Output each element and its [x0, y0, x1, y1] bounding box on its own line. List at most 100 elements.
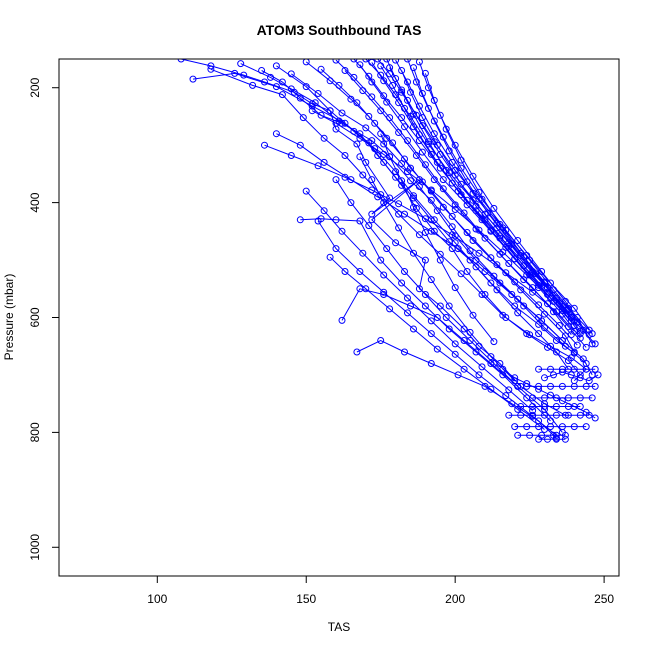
data-point: [585, 377, 593, 385]
data-point: [427, 150, 435, 158]
data-point: [350, 59, 358, 63]
data-point: [335, 81, 343, 89]
data-point: [410, 325, 417, 333]
x-axis-title: TAS: [328, 620, 350, 634]
data-point: [383, 59, 391, 63]
data-point: [356, 134, 364, 142]
data-point: [591, 365, 599, 373]
data-point: [427, 360, 435, 367]
data-point: [332, 245, 340, 253]
data-point: [529, 403, 537, 410]
data-point: [377, 337, 385, 344]
data-point: [380, 288, 388, 296]
data-point: [451, 340, 459, 348]
data-point: [439, 176, 447, 184]
data-point: [412, 152, 420, 159]
data-point: [272, 62, 280, 70]
data-point: [296, 94, 304, 102]
data-point: [558, 423, 566, 431]
data-point: [570, 348, 578, 356]
series-35-line: [276, 133, 563, 341]
data-point: [544, 284, 551, 292]
data-point: [499, 311, 507, 319]
data-point: [407, 88, 414, 96]
data-point: [341, 67, 349, 74]
data-point: [472, 348, 480, 356]
data-point: [451, 284, 459, 292]
data-point: [451, 206, 459, 213]
data-point: [520, 253, 528, 261]
data-point: [517, 286, 525, 294]
data-point: [332, 176, 340, 184]
data-point: [472, 207, 480, 215]
data-point: [564, 403, 572, 410]
data-point: [415, 59, 423, 66]
data-point: [523, 271, 531, 279]
series-11-line: [344, 70, 587, 348]
data-point: [377, 130, 385, 138]
data-point: [287, 152, 295, 159]
data-point: [401, 104, 408, 112]
data-point: [505, 386, 513, 394]
data-point: [278, 78, 286, 86]
data-point: [535, 435, 543, 443]
series-24-line: [418, 61, 584, 331]
data-point: [564, 394, 572, 402]
series-38-line: [502, 368, 596, 419]
data-point: [380, 271, 388, 279]
data-point: [463, 196, 471, 204]
data-point: [436, 164, 444, 172]
data-point: [433, 141, 441, 149]
data-point: [415, 285, 423, 293]
data-point: [398, 279, 406, 287]
data-point: [368, 176, 376, 184]
series-2-line: [192, 72, 587, 382]
data-point: [544, 435, 551, 443]
series-22-line: [407, 59, 593, 345]
data-point: [588, 394, 596, 402]
data-point: [463, 268, 471, 275]
data-point: [457, 156, 465, 164]
data-point: [392, 59, 400, 64]
data-point: [347, 176, 355, 184]
data-point: [487, 360, 495, 367]
series-29-line: [305, 190, 533, 411]
data-point: [389, 81, 397, 89]
data-point: [496, 232, 504, 240]
series-6-line: [276, 65, 569, 370]
data-point: [475, 226, 483, 234]
data-point: [460, 337, 468, 344]
data-point: [469, 237, 477, 244]
data-point: [347, 199, 355, 207]
data-point: [371, 145, 379, 153]
data-point: [398, 67, 406, 74]
x-tick-label: 150: [296, 592, 316, 606]
data-point: [582, 365, 590, 373]
data-point: [424, 138, 432, 146]
data-point: [487, 353, 495, 361]
data-point: [561, 431, 569, 439]
data-point: [570, 423, 578, 431]
data-point: [481, 382, 489, 390]
data-point: [359, 249, 367, 257]
data-point: [407, 177, 414, 185]
data-point: [502, 392, 510, 400]
data-point: [338, 109, 346, 117]
series-27-line: [359, 156, 516, 382]
data-point: [442, 166, 450, 174]
data-point: [520, 262, 528, 270]
y-axis: 200 400 600 800 1000: [28, 77, 60, 561]
data-point: [451, 171, 459, 179]
data-point: [576, 334, 584, 342]
data-point: [585, 411, 593, 419]
data-point: [237, 60, 245, 68]
data-point: [451, 201, 459, 209]
data-point: [547, 423, 554, 431]
y-tick-label: 400: [28, 192, 42, 212]
data-point: [547, 382, 554, 390]
data-point: [401, 268, 408, 275]
data-point: [421, 302, 429, 310]
data-point: [421, 69, 429, 77]
data-point: [550, 371, 557, 379]
